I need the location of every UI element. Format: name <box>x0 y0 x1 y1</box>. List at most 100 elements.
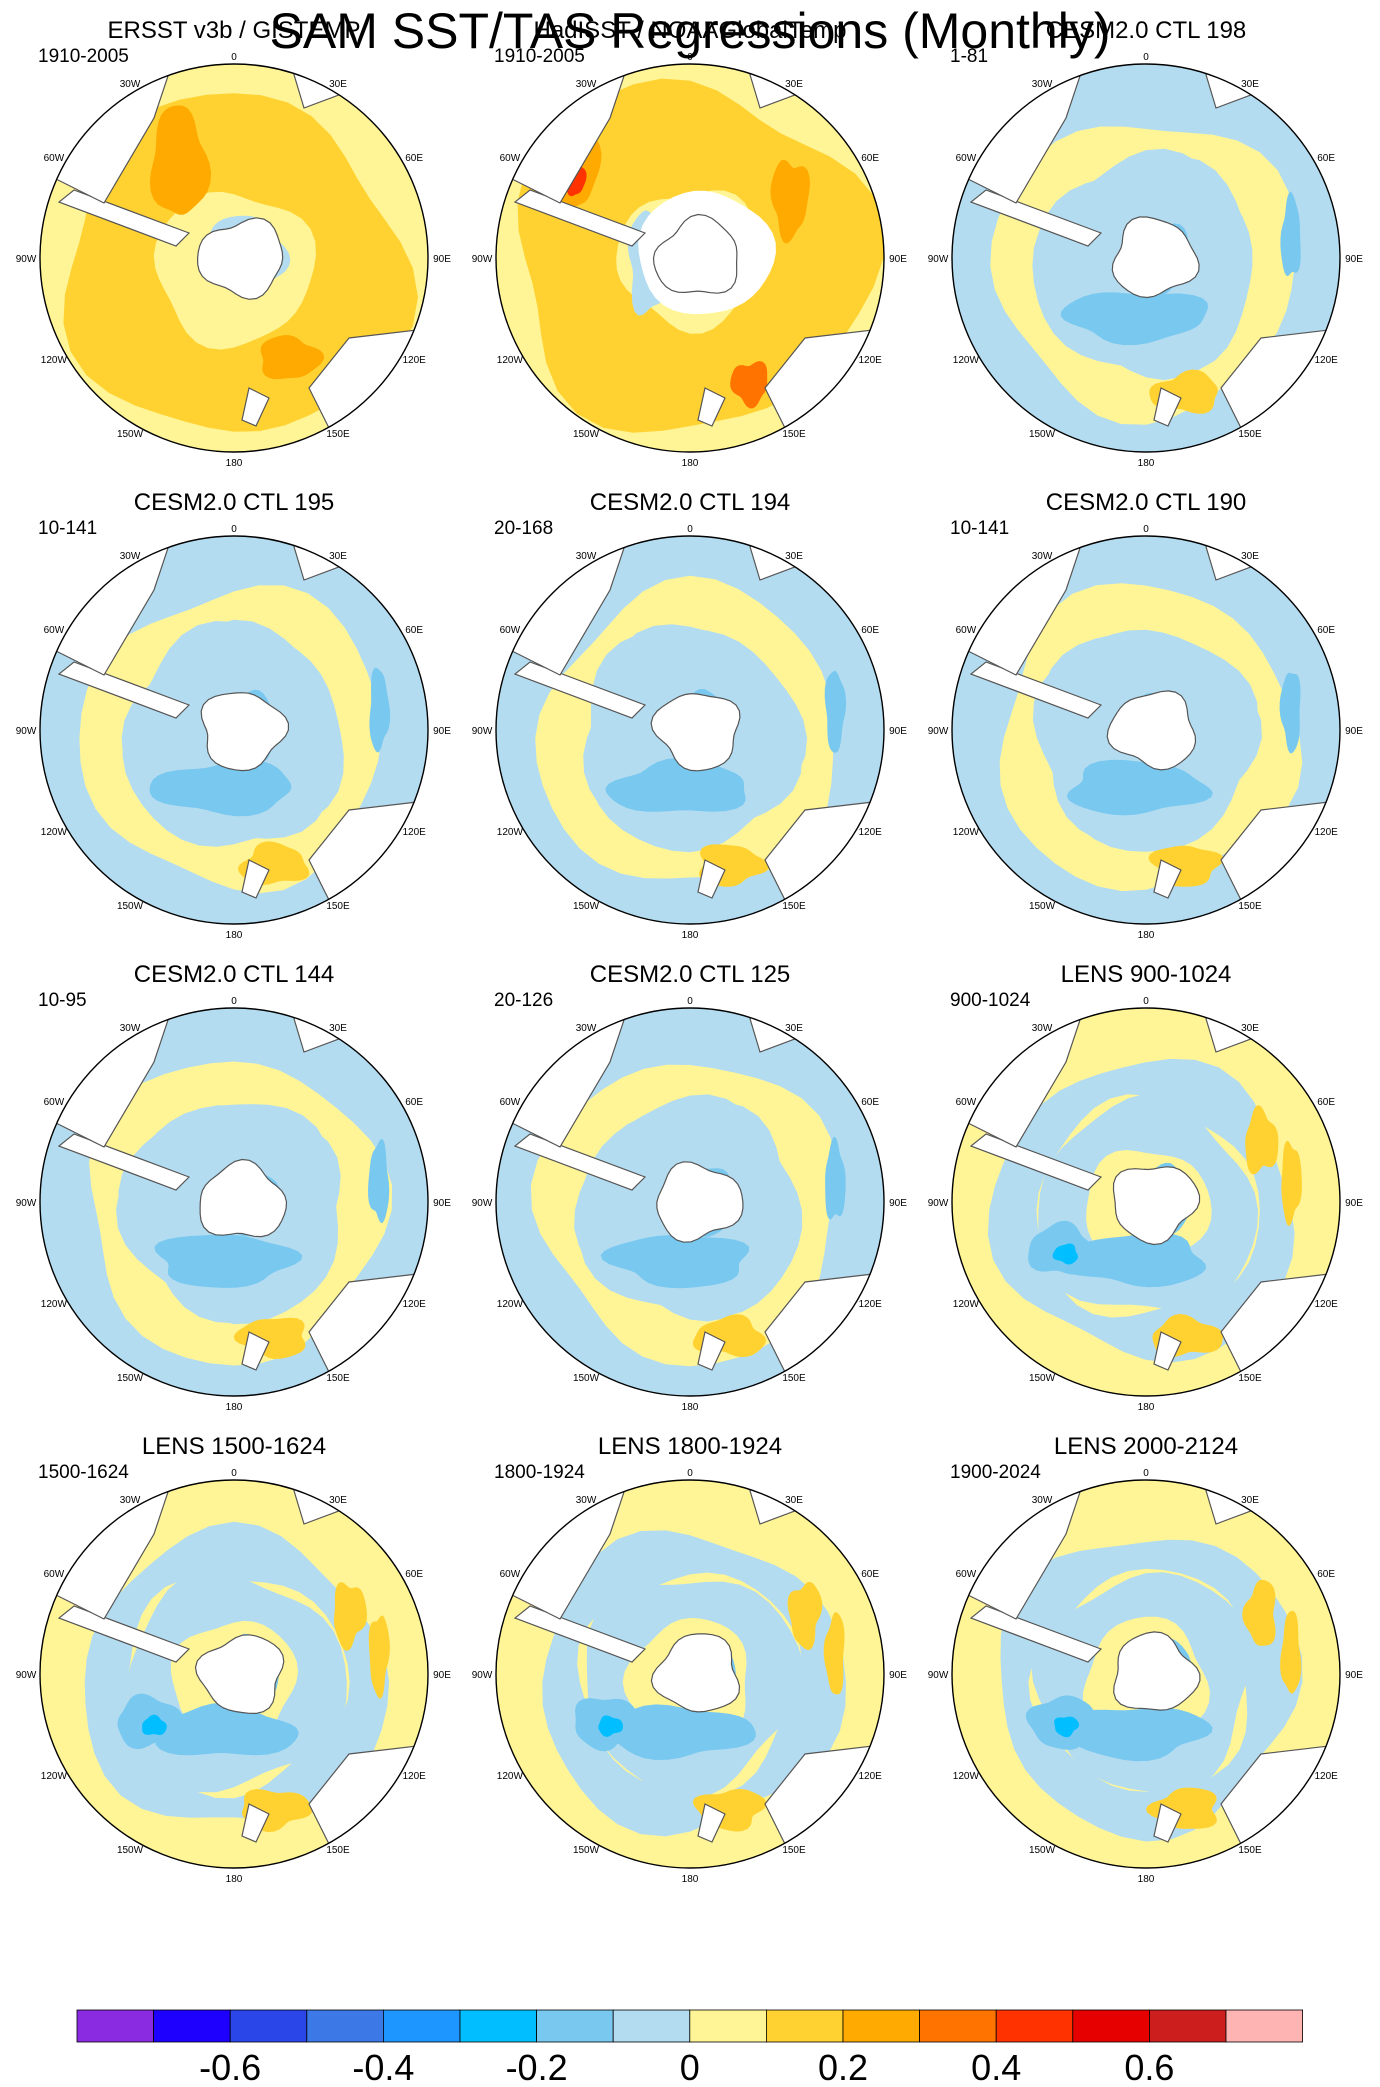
positive-anomaly <box>1242 1579 1276 1646</box>
field-group <box>952 1008 1340 1396</box>
lon-label: 60W <box>956 153 977 164</box>
lon-label: 90W <box>16 1670 37 1681</box>
antarctic-peninsula <box>57 1133 191 1191</box>
positive-anomaly-band <box>517 78 884 433</box>
lon-label: 180 <box>1138 458 1155 469</box>
antarctic-peninsula <box>513 189 647 247</box>
lon-label: 120E <box>1314 355 1338 366</box>
antarctic-peninsula <box>969 1605 1103 1663</box>
colorbar: -0.6 -0.4 -0.2 0 0.2 0.4 0.6 <box>76 2009 1303 2087</box>
lon-label: 0 <box>687 524 693 535</box>
lon-label: 0 <box>231 1468 237 1479</box>
lon-label: 150E <box>326 1373 350 1384</box>
lon-label: 30E <box>329 1495 347 1506</box>
map-border <box>951 1007 1341 1397</box>
lon-label: 150E <box>326 1845 350 1856</box>
positive-anomaly-core <box>260 335 325 380</box>
field-group <box>40 64 428 452</box>
lon-label: 120W <box>41 1299 68 1310</box>
panel-period: 20-168 <box>494 518 553 539</box>
regional-anomaly <box>368 1139 390 1224</box>
panel-title: LENS 1500-1624 <box>142 1433 326 1460</box>
antarctica <box>650 1633 741 1713</box>
new-zealand <box>697 1331 726 1371</box>
lon-label: 90W <box>928 1198 949 1209</box>
lon-label: 30W <box>1032 1023 1053 1034</box>
antarctica <box>652 213 738 294</box>
negative-anomaly-peak <box>1054 1716 1080 1738</box>
map-border <box>39 63 429 453</box>
field-group <box>496 64 884 452</box>
lon-label: 60W <box>956 1569 977 1580</box>
lon-label: 90W <box>472 1198 493 1209</box>
panel-period: 1910-2005 <box>494 46 585 67</box>
lon-label: 60E <box>861 153 879 164</box>
lon-label: 60W <box>44 625 65 636</box>
anomaly-ring <box>530 1064 836 1367</box>
lon-label: 60E <box>861 1097 879 1108</box>
lon-label: 30E <box>329 551 347 562</box>
lon-label: 90E <box>1345 254 1363 265</box>
lon-label: 120W <box>41 827 68 838</box>
regional-anomaly <box>369 667 391 753</box>
lon-label: 30E <box>329 79 347 90</box>
lon-label: 90E <box>433 726 451 737</box>
colorbar-swatch <box>919 2009 997 2043</box>
panel-period: 10-141 <box>950 518 1009 539</box>
map-border <box>39 535 429 925</box>
regional-anomaly <box>368 1615 390 1699</box>
lon-label: 30E <box>1241 79 1259 90</box>
lon-label: 150W <box>573 1373 600 1384</box>
positive-anomaly <box>1245 1105 1279 1175</box>
lon-label: 120E <box>858 1771 882 1782</box>
lon-label: 180 <box>682 1874 699 1885</box>
lon-label: 180 <box>682 1402 699 1413</box>
panel-period: 1800-1924 <box>494 1462 585 1483</box>
map-border <box>495 535 885 925</box>
lon-label: 180 <box>1138 1874 1155 1885</box>
lon-label: 120E <box>858 1299 882 1310</box>
lon-label: 120E <box>858 827 882 838</box>
lon-label: 0 <box>687 996 693 1007</box>
colorbar-swatch <box>153 2009 231 2043</box>
map-panel: LENS 1800-1924 1800-1924 0 180 30W 30E 60W 60E 9… <box>472 1433 908 1885</box>
antarctic-peninsula <box>969 661 1103 719</box>
colorbar-swatch <box>459 2009 537 2043</box>
lon-label: 120E <box>402 355 426 366</box>
colorbar-label: 0 <box>680 2047 700 2087</box>
map-border <box>495 1479 885 1869</box>
colorbar-swatch <box>306 2009 384 2043</box>
colorbar-swatch <box>1072 2009 1150 2043</box>
lon-label: 150E <box>1238 901 1262 912</box>
colorbar-swatch <box>382 2009 461 2043</box>
new-zealand <box>241 859 270 899</box>
lon-label: 120W <box>497 827 524 838</box>
panel-period: 1-81 <box>950 46 988 67</box>
negative-anomaly-core <box>149 759 292 817</box>
lon-label: 0 <box>1143 524 1149 535</box>
regional-anomaly <box>824 670 847 753</box>
lon-label: 120E <box>1314 827 1338 838</box>
negative-anomaly-core <box>611 1704 756 1760</box>
antarctica <box>200 692 289 772</box>
lon-label: 150E <box>1238 429 1262 440</box>
lon-label: 150W <box>573 429 600 440</box>
map-panel: CESM2.0 CTL 144 10-95 0 180 30W 30E 60W 60E 90W 9… <box>16 961 452 1413</box>
lon-label: 90E <box>889 254 907 265</box>
panel-title: CESM2.0 CTL 190 <box>1046 489 1247 516</box>
antarctica <box>1106 690 1197 771</box>
regional-anomaly <box>1280 1610 1302 1694</box>
lon-label: 120E <box>858 355 882 366</box>
lon-label: 30W <box>576 1023 597 1034</box>
lon-label: 150E <box>782 901 806 912</box>
lon-label: 150E <box>1238 1373 1262 1384</box>
colorbar-label: 0.6 <box>1124 2047 1174 2087</box>
map-panel: CESM2.0 CTL 194 20-168 0 180 30W 30E 60W 60E 90W… <box>472 489 908 941</box>
lon-label: 60E <box>1317 625 1335 636</box>
new-zealand <box>1153 1803 1182 1843</box>
lon-label: 90W <box>928 254 949 265</box>
regional-anomaly <box>1280 191 1301 277</box>
map-panel: CESM2.0 CTL 198 1-81 0 180 30W 30E 60W 60E 90W 90… <box>928 17 1364 469</box>
